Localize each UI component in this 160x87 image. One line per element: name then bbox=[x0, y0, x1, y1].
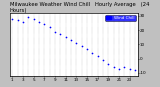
Point bbox=[32, 18, 35, 19]
Text: Milwaukee Weather Wind Chill   Hourly Average   (24 Hours): Milwaukee Weather Wind Chill Hourly Aver… bbox=[10, 2, 149, 13]
Point bbox=[134, 69, 136, 71]
Point bbox=[75, 42, 78, 44]
Point bbox=[86, 48, 88, 49]
Point bbox=[11, 18, 14, 19]
Point bbox=[27, 17, 30, 18]
Point bbox=[54, 31, 56, 32]
Point bbox=[107, 64, 110, 65]
Point bbox=[102, 59, 104, 61]
Point bbox=[16, 19, 19, 21]
Point bbox=[80, 45, 83, 46]
Point bbox=[48, 27, 51, 28]
Point bbox=[59, 34, 62, 35]
Point bbox=[64, 37, 67, 38]
Point bbox=[22, 21, 24, 22]
Point bbox=[43, 24, 46, 25]
Point bbox=[128, 68, 131, 69]
Point bbox=[38, 21, 40, 22]
Point bbox=[123, 66, 126, 68]
Point bbox=[118, 68, 120, 69]
Point bbox=[70, 39, 72, 41]
Point bbox=[91, 52, 94, 54]
Point bbox=[96, 55, 99, 56]
Point bbox=[112, 66, 115, 68]
Legend: Wind Chill: Wind Chill bbox=[105, 15, 136, 21]
